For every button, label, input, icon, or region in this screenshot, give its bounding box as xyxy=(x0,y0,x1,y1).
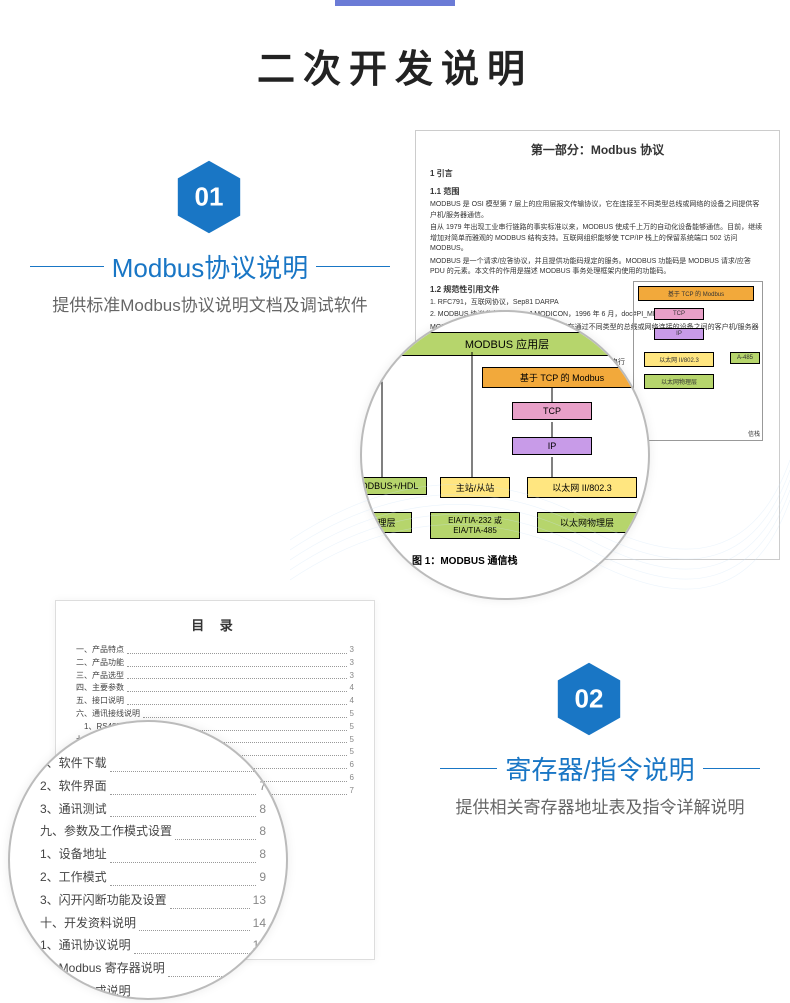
toc-row: 五、接口说明 4 xyxy=(76,695,354,708)
toc-page: 8 xyxy=(259,843,266,866)
page-title: 二次开发说明 xyxy=(0,38,790,93)
toc-dots xyxy=(110,752,257,772)
toc-page: 8 xyxy=(259,798,266,821)
toc-page: 5 xyxy=(350,746,354,759)
toc-page: 7 xyxy=(350,785,354,798)
toc-text: 四、主要参数 xyxy=(76,682,124,695)
doc1-h11: 1.1 范围 xyxy=(430,186,765,198)
toc-dots xyxy=(110,866,257,886)
toc-page: 9 xyxy=(259,866,266,889)
toc-page: 3 xyxy=(350,670,354,683)
toc-row: 2、工作模式 9 xyxy=(40,866,266,889)
toc-text: 3、指令生成说明 xyxy=(40,980,131,1000)
toc-row: 1、软件下载7 xyxy=(40,752,266,775)
toc-dots xyxy=(168,957,250,977)
doc1-p1: MODBUS 是 OSI 模型第 7 层上的应用层报文传输协议，它在连接至不同类… xyxy=(430,200,765,221)
toc-row: 十、开发资料说明 14 xyxy=(40,912,266,935)
toc-dots xyxy=(143,708,347,718)
toc-page: 3 xyxy=(350,644,354,657)
toc-text: 1、软件下载 xyxy=(40,752,107,775)
badge-num-02: 02 xyxy=(575,684,604,715)
badge-num-01: 01 xyxy=(195,182,224,213)
toc-dots xyxy=(134,934,250,954)
toc-row: 3、指令生成说明 15 xyxy=(40,980,266,1000)
hex-badge-01: 01 xyxy=(175,158,243,236)
toc-dots xyxy=(110,798,257,818)
toc-text: 一、产品特点 xyxy=(76,644,124,657)
toc-row: 一、产品特点 3 xyxy=(76,644,354,657)
section2-heading-block: 寄存器/指令说明 提供相关寄存器地址表及指令详解说明 xyxy=(440,750,760,821)
toc-dots xyxy=(127,670,347,680)
doc1-p3: MODBUS 是一个请求/应答协议，并且提供功能码规定的服务。MODBUS 功能… xyxy=(430,257,765,278)
hex-badge-02: 02 xyxy=(555,660,623,738)
toc-row: 1、设备地址 8 xyxy=(40,843,266,866)
mini-tcp: TCP xyxy=(654,308,704,320)
toc-row: 二、产品功能 3 xyxy=(76,657,354,670)
top-accent-bar xyxy=(335,0,455,6)
toc-text: 2、软件界面 xyxy=(40,775,107,798)
toc-page: 5 xyxy=(350,708,354,721)
toc-page: 14 xyxy=(253,912,266,935)
toc-row: 1、通讯协议说明14 xyxy=(40,934,266,957)
toc-text: 2、Modbus 寄存器说明 xyxy=(40,957,165,980)
toc-text: 1、通讯协议说明 xyxy=(40,934,131,957)
section2-desc: 提供相关寄存器地址表及指令详解说明 xyxy=(440,795,760,821)
mini-tcp-modbus: 基于 TCP 的 Modbus xyxy=(638,286,754,301)
toc-page: 14 xyxy=(253,957,266,980)
toc-row: 3、通讯测试 8 xyxy=(40,798,266,821)
mini-ip: IP xyxy=(654,328,704,340)
toc-text: 三、产品选型 xyxy=(76,670,124,683)
toc-zoom-list: 1、软件下载72、软件界面73、通讯测试 8 九、参数及工作模式设置 8 1、设备地址 8… xyxy=(40,752,266,1000)
toc-page: 8 xyxy=(259,820,266,843)
toc-dots xyxy=(175,820,256,840)
toc-text: 十、开发资料说明 xyxy=(40,912,136,935)
toc-row: 九、参数及工作模式设置 8 xyxy=(40,820,266,843)
toc-dots xyxy=(127,644,347,654)
toc-page: 6 xyxy=(350,772,354,785)
toc-dots xyxy=(134,980,250,1000)
toc-dots xyxy=(110,843,257,863)
toc-text: 六、通讯接线说明 xyxy=(76,708,140,721)
toc-page: 4 xyxy=(350,695,354,708)
toc-text: 九、参数及工作模式设置 xyxy=(40,820,172,843)
toc-page: 5 xyxy=(350,734,354,747)
toc-page: 3 xyxy=(350,657,354,670)
doc1-p2: 自从 1979 年出现工业串行链路的事实标准以来，MODBUS 使成千上万的自动… xyxy=(430,223,765,255)
toc-text: 2、工作模式 xyxy=(40,866,107,889)
doc1-h1: 1 引言 xyxy=(430,168,765,180)
section2-title: 寄存器/指令说明 xyxy=(497,750,702,787)
toc-row: 六、通讯接线说明 5 xyxy=(76,708,354,721)
toc-text: 3、闪开闪断功能及设置 xyxy=(40,889,167,912)
toc-row: 四、主要参数 4 xyxy=(76,682,354,695)
toc-dots xyxy=(127,682,347,692)
toc-dots xyxy=(170,889,250,909)
toc-page: 15 xyxy=(253,980,266,1000)
toc-title: 目 录 xyxy=(76,615,354,634)
toc-text: 二、产品功能 xyxy=(76,657,124,670)
toc-text: 1、设备地址 xyxy=(40,843,107,866)
toc-row: 2、Modbus 寄存器说明 14 xyxy=(40,957,266,980)
section1-title: Modbus协议说明 xyxy=(104,248,317,285)
toc-page: 13 xyxy=(253,889,266,912)
toc-page: 6 xyxy=(350,759,354,772)
toc-dots xyxy=(110,775,257,795)
toc-page: 5 xyxy=(350,721,354,734)
toc-row: 三、产品选型 3 xyxy=(76,670,354,683)
toc-dots xyxy=(127,695,347,705)
section1-desc: 提供标准Modbus协议说明文档及调试软件 xyxy=(30,293,390,319)
toc-dots xyxy=(127,657,347,667)
section1-heading-block: Modbus协议说明 提供标准Modbus协议说明文档及调试软件 xyxy=(30,248,390,319)
background-wave xyxy=(290,340,790,600)
toc-text: 五、接口说明 xyxy=(76,695,124,708)
toc-row: 3、闪开闪断功能及设置 13 xyxy=(40,889,266,912)
toc-text: 3、通讯测试 xyxy=(40,798,107,821)
toc-row: 2、软件界面7 xyxy=(40,775,266,798)
toc-dots xyxy=(139,912,250,932)
toc-page: 4 xyxy=(350,682,354,695)
zoom-circle-toc: 1、软件下载72、软件界面73、通讯测试 8 九、参数及工作模式设置 8 1、设备地址 8… xyxy=(8,720,288,1000)
doc1-title: 第一部分：Modbus 协议 xyxy=(430,141,765,158)
